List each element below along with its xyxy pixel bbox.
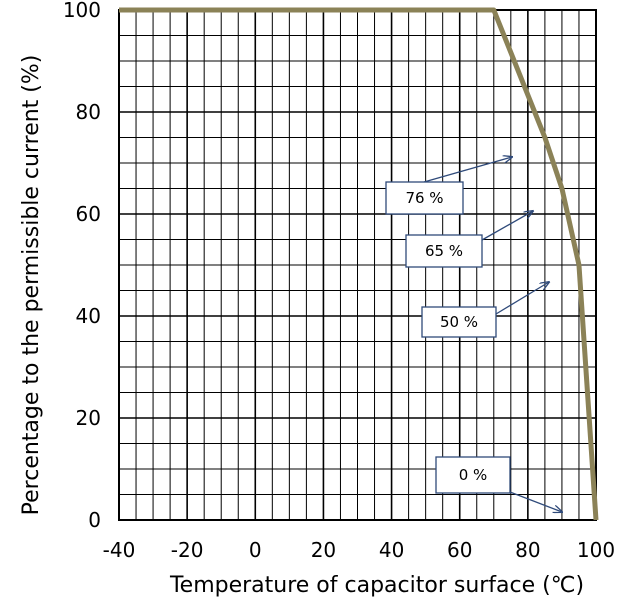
series-layer — [119, 7, 599, 521]
annotations: 76 % 65 % 50 % 0 % — [385, 157, 562, 512]
y-tick-label: 20 — [76, 406, 101, 430]
annotation-callout: 76 % — [385, 157, 512, 215]
tick-labels: -40 -20 0 20 40 60 80 100 0 20 40 60 80 100 — [63, 0, 615, 562]
annotation-label: 0 % — [459, 466, 488, 484]
annotation-box — [421, 306, 497, 338]
x-tick-label: 20 — [311, 538, 336, 562]
annotation-label: 76 % — [405, 189, 443, 207]
x-tick-label: 80 — [515, 538, 540, 562]
annotation-callout: 0 % — [435, 456, 562, 512]
annotation-label: 65 % — [425, 242, 463, 260]
x-tick-label: -20 — [171, 538, 204, 562]
x-axis-label: Temperature of capacitor surface (℃) — [169, 573, 584, 598]
x-tick-label: 0 — [249, 538, 262, 562]
x-tick-label: 40 — [379, 538, 404, 562]
annotation-box — [435, 456, 511, 494]
annotation-arrow — [423, 157, 512, 183]
y-tick-label: 60 — [76, 202, 101, 226]
annotation-box — [385, 181, 464, 215]
y-tick-label: 40 — [76, 304, 101, 328]
annotation-arrow — [509, 491, 562, 512]
x-tick-label: -40 — [103, 538, 136, 562]
y-tick-label: 100 — [63, 0, 101, 22]
annotation-label: 50 % — [440, 313, 478, 331]
annotation-arrow — [495, 282, 549, 315]
derating-curve — [119, 7, 599, 521]
annotation-box — [405, 234, 483, 268]
y-axis-label: Percentage to the permissible current (%… — [19, 55, 44, 516]
annotation-arrow — [481, 211, 533, 241]
x-tick-label: 100 — [577, 538, 615, 562]
x-tick-label: 60 — [447, 538, 472, 562]
y-tick-label: 80 — [76, 100, 101, 124]
annotation-callout: 50 % — [421, 282, 549, 338]
annotation-callout: 65 % — [405, 211, 533, 268]
y-tick-label: 0 — [88, 508, 101, 532]
